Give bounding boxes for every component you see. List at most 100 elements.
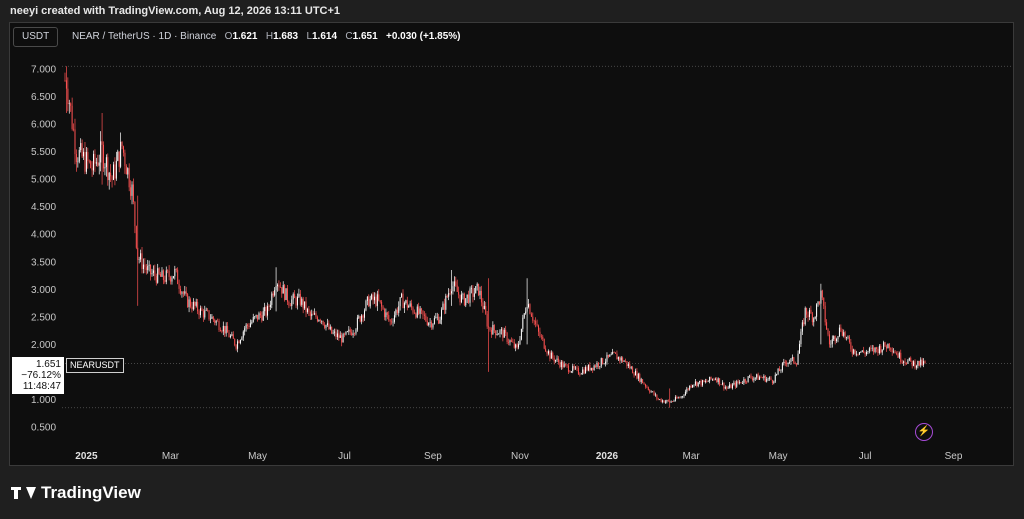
currency-unit-button[interactable]: USDT xyxy=(13,27,59,47)
candle-body xyxy=(682,396,684,397)
candle-body xyxy=(382,306,384,310)
candle-body xyxy=(239,339,241,344)
candle-body xyxy=(731,384,733,389)
candle-body xyxy=(451,291,452,294)
candle-body xyxy=(194,301,196,306)
candle-body xyxy=(813,318,815,323)
candle-body xyxy=(171,278,173,282)
candle-body xyxy=(406,300,408,308)
candle-body xyxy=(449,293,451,294)
candle-body xyxy=(587,364,589,371)
candle-body xyxy=(600,358,602,367)
candle-body xyxy=(368,296,370,307)
candle-body xyxy=(833,336,835,340)
candle-body xyxy=(134,201,136,227)
candle-body xyxy=(125,165,127,175)
candle-body xyxy=(741,383,743,384)
candle-body xyxy=(860,351,862,353)
legend-symbol: NEAR / TetherUS · 1D · Binance xyxy=(72,31,217,42)
candle-body xyxy=(553,357,555,362)
chart-attribution: neeyi created with TradingView.com, Aug … xyxy=(10,5,341,17)
candle-body xyxy=(147,265,149,271)
candle-body xyxy=(894,351,896,354)
candle-body xyxy=(187,294,189,308)
candle-body xyxy=(378,294,380,301)
chart-panel[interactable]: USDT NEAR / TetherUS · 1D · Binance O1.6… xyxy=(9,22,1014,466)
candle-body xyxy=(612,351,614,355)
candle-body xyxy=(660,399,662,402)
candle-body xyxy=(856,353,858,355)
candle-body xyxy=(255,314,257,317)
candle-body xyxy=(602,358,604,364)
candle-body xyxy=(254,316,256,318)
candle-body xyxy=(267,306,269,316)
candle-body xyxy=(401,293,403,298)
candle-body xyxy=(863,350,865,353)
candle-body xyxy=(666,400,668,402)
x-tick-label: Sep xyxy=(424,451,442,462)
candle-body xyxy=(188,299,190,308)
candle-body xyxy=(585,367,587,374)
candle-body xyxy=(335,331,337,337)
candle-body xyxy=(760,377,762,378)
candle-body xyxy=(662,400,664,402)
candle-body xyxy=(784,361,786,364)
candle-body xyxy=(68,103,70,105)
candle-body xyxy=(579,374,581,375)
candle-body xyxy=(162,270,164,281)
candle-body xyxy=(515,344,517,348)
candle-body xyxy=(104,167,106,169)
candle-body xyxy=(539,331,541,337)
candle-body xyxy=(503,329,505,338)
candle-body xyxy=(781,363,783,371)
candle-body xyxy=(409,303,411,306)
candle-body xyxy=(167,270,169,271)
candle-body xyxy=(794,362,796,364)
candle-body xyxy=(724,387,726,389)
candle-body xyxy=(596,363,598,367)
candle-body xyxy=(699,380,701,383)
candle-body xyxy=(87,152,89,161)
candle-body xyxy=(871,347,873,349)
candle-body xyxy=(426,320,428,325)
candle-body xyxy=(272,293,274,296)
candle-body xyxy=(275,286,277,291)
candle-body xyxy=(329,326,331,330)
candle-body xyxy=(412,307,414,313)
candle-body xyxy=(663,400,665,403)
candle-body xyxy=(375,296,377,306)
candle-body xyxy=(657,398,659,400)
candle-body xyxy=(356,317,358,330)
x-tick-label: Sep xyxy=(945,451,963,462)
candle-body xyxy=(295,298,297,306)
candle-body xyxy=(609,354,611,357)
candle-body xyxy=(873,347,875,352)
candle-body xyxy=(182,292,184,294)
candle-body xyxy=(653,391,655,396)
candle-body xyxy=(740,382,742,384)
candle-body xyxy=(411,303,413,308)
candle-body xyxy=(552,352,554,358)
candle-body xyxy=(885,346,887,349)
candle-body xyxy=(101,141,103,145)
candle-body xyxy=(633,373,635,376)
lightning-icon[interactable]: ⚡ xyxy=(915,423,933,441)
x-tick-label: May xyxy=(769,451,788,462)
candle-body xyxy=(807,314,809,318)
candle-body xyxy=(212,316,214,320)
candle-body xyxy=(513,342,515,348)
y-tick-label: 6.500 xyxy=(31,92,56,103)
candle-body xyxy=(279,287,281,288)
candle-body xyxy=(739,382,741,383)
candle-body xyxy=(112,164,114,180)
candle-body xyxy=(157,268,159,283)
candle-body xyxy=(392,321,394,323)
candle-body xyxy=(711,378,713,380)
candle-body xyxy=(429,322,431,324)
candle-body xyxy=(727,387,729,389)
candle-body xyxy=(709,376,711,382)
candle-body xyxy=(145,267,147,271)
candle-body xyxy=(640,379,642,382)
last-price: 1.651 xyxy=(35,359,61,370)
candle-body xyxy=(405,300,407,303)
